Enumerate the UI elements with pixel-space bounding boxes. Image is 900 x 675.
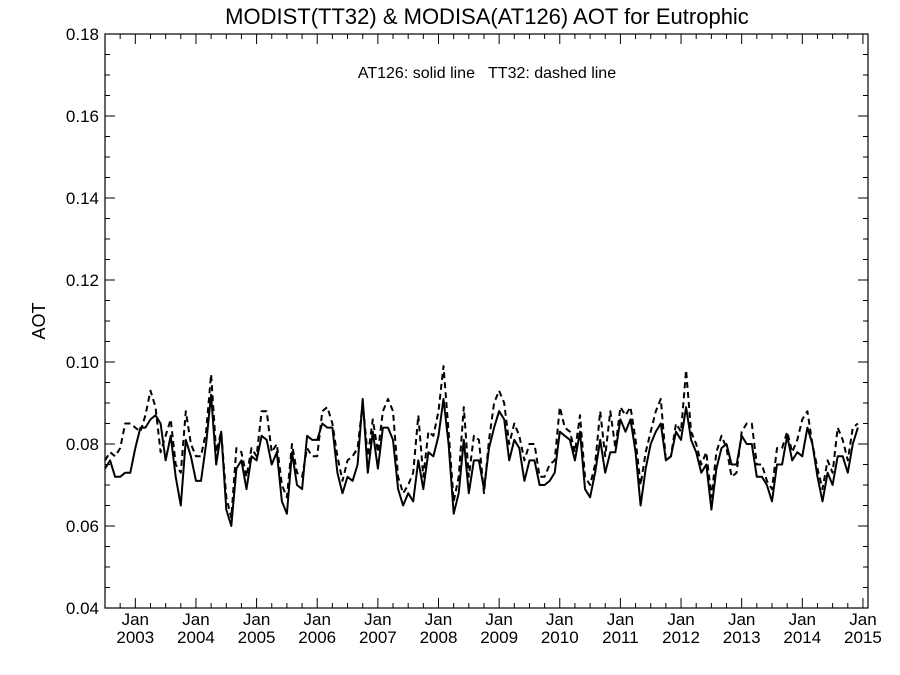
at126-solid-series-line <box>104 393 859 527</box>
x-tick-month-label: Jan <box>546 610 573 629</box>
y-tick-label: 0.04 <box>66 599 99 618</box>
series-lines <box>104 365 859 527</box>
x-tick-year-label: 2008 <box>420 628 458 647</box>
x-tick-year-label: 2007 <box>359 628 397 647</box>
tt32-dashed-series-line <box>104 365 859 519</box>
x-tick-year-label: 2014 <box>783 628 821 647</box>
x-tick-month-label: Jan <box>789 610 816 629</box>
x-tick-year-label: 2012 <box>662 628 700 647</box>
x-tick-month-label: Jan <box>728 610 755 629</box>
y-tick-label: 0.06 <box>66 517 99 536</box>
x-tick-month-label: Jan <box>243 610 270 629</box>
y-tick-label: 0.16 <box>66 107 99 126</box>
y-tick-label: 0.14 <box>66 189 99 208</box>
x-tick-year-label: 2003 <box>116 628 154 647</box>
x-tick-month-label: Jan <box>667 610 694 629</box>
x-tick-year-label: 2005 <box>238 628 276 647</box>
x-tick-year-label: 2013 <box>723 628 761 647</box>
x-tick-year-label: 2011 <box>602 628 639 647</box>
x-tick-year-label: 2015 <box>844 628 882 647</box>
x-tick-year-label: 2006 <box>298 628 336 647</box>
y-tick-label: 0.18 <box>66 25 99 44</box>
x-tick-month-label: Jan <box>304 610 331 629</box>
axis-ticks: 0.040.060.080.100.120.140.160.18Jan2003J… <box>66 25 882 647</box>
y-tick-label: 0.12 <box>66 271 99 290</box>
x-tick-month-label: Jan <box>182 610 209 629</box>
x-tick-month-label: Jan <box>364 610 391 629</box>
x-tick-year-label: 2009 <box>480 628 518 647</box>
x-tick-month-label: Jan <box>849 610 876 629</box>
y-tick-label: 0.10 <box>66 353 99 372</box>
x-tick-month-label: Jan <box>122 610 149 629</box>
x-tick-month-label: Jan <box>425 610 452 629</box>
line-style-annotation: AT126: solid line TT32: dashed line <box>358 65 616 82</box>
y-axis-label: AOT <box>29 302 49 339</box>
x-tick-year-label: 2010 <box>541 628 579 647</box>
y-tick-label: 0.08 <box>66 435 99 454</box>
x-tick-year-label: 2004 <box>177 628 215 647</box>
plot-frame <box>104 33 869 609</box>
x-tick-month-label: Jan <box>607 610 634 629</box>
chart-title: MODIST(TT32) & MODISA(AT126) AOT for Eut… <box>225 4 749 29</box>
x-tick-month-label: Jan <box>485 610 512 629</box>
